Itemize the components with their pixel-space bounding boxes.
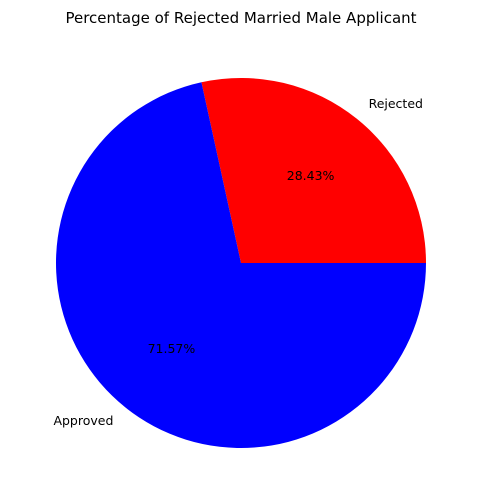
slice-percentage-approved: 71.57% (148, 341, 196, 356)
slice-label-approved: Approved (53, 413, 113, 428)
pie-slice-approved (55, 82, 426, 449)
pie-labels: Rejected 28.43% Approved 71.57% (53, 96, 423, 428)
pie-slices (55, 78, 426, 449)
slice-percentage-rejected: 28.43% (287, 168, 335, 183)
pie-slice-rejected (201, 78, 426, 263)
chart-title: Percentage of Rejected Married Male Appl… (65, 9, 416, 27)
slice-label-rejected: Rejected (369, 96, 423, 111)
